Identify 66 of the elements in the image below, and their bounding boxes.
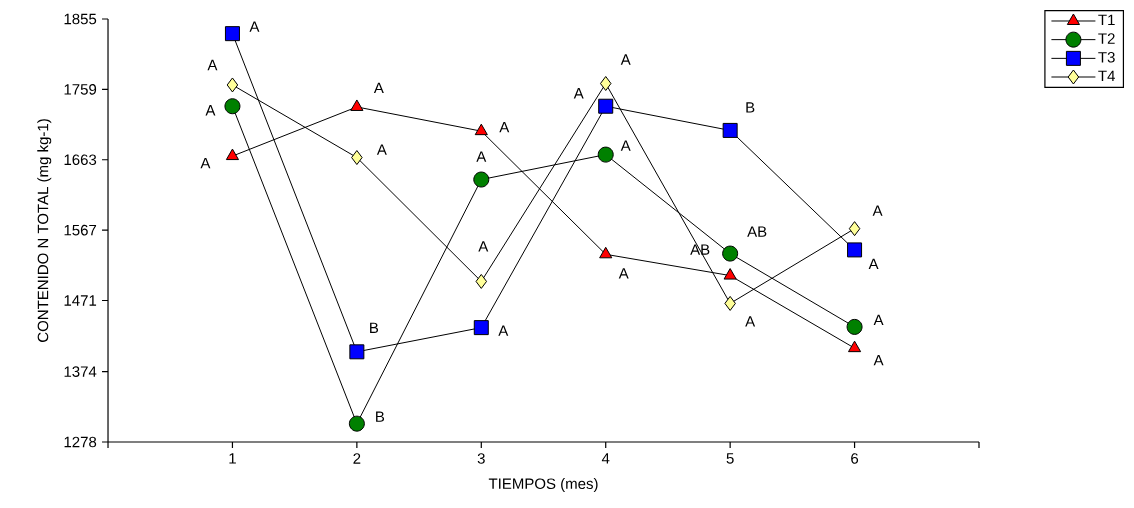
- annotation: A: [573, 88, 584, 99]
- x-tick-label: 4: [601, 453, 610, 464]
- point: [351, 150, 363, 166]
- legend-label: T4: [1098, 70, 1115, 82]
- point: [848, 221, 861, 237]
- y-tick-label: 1759: [64, 84, 97, 95]
- point: [724, 295, 736, 311]
- annotation: A: [200, 157, 211, 169]
- y-tick-label: 1374: [64, 366, 97, 377]
- legend-label: T1: [1098, 14, 1115, 26]
- x-tick-label: 3: [477, 453, 485, 464]
- annotation: AB: [747, 226, 767, 237]
- point: [224, 98, 241, 115]
- annotation: A: [205, 105, 216, 116]
- point: [599, 246, 613, 259]
- point: [847, 242, 863, 258]
- annotation: B: [376, 411, 385, 422]
- annotation: A: [498, 325, 509, 336]
- annotation: A: [868, 258, 879, 270]
- x-tick-label: 5: [726, 453, 734, 464]
- point: [475, 273, 488, 289]
- annotation: A: [745, 316, 756, 327]
- point: [722, 245, 739, 262]
- y-axis-title: CONTENIDO N TOTAL (mg kg-1): [37, 119, 52, 342]
- annotation: A: [207, 59, 218, 71]
- point: [846, 318, 863, 335]
- point: [225, 148, 239, 161]
- point: [224, 26, 240, 42]
- point: [723, 268, 737, 280]
- point: [473, 320, 489, 336]
- x-tick-label: 1: [229, 453, 236, 464]
- annotation: B: [370, 322, 379, 333]
- annotation: A: [376, 144, 387, 155]
- annotation: A: [618, 268, 629, 279]
- annotation: A: [499, 121, 510, 133]
- point: [473, 171, 490, 188]
- point: [226, 77, 239, 93]
- legend-label: T3: [1098, 52, 1115, 63]
- y-tick-label: 1471: [64, 295, 97, 306]
- point: [348, 415, 365, 432]
- point: [597, 146, 614, 163]
- point: [474, 123, 488, 136]
- annotation: A: [872, 205, 883, 216]
- point: [350, 99, 364, 111]
- y-tick-label: 1567: [64, 224, 97, 236]
- x-axis-title: TIEMPOS (mes): [488, 478, 598, 492]
- annotation: A: [476, 151, 487, 162]
- y-tick-label: 1663: [64, 154, 97, 166]
- annotation: A: [873, 314, 884, 326]
- annotation: A: [873, 354, 884, 366]
- point: [349, 344, 365, 360]
- annotation: A: [478, 241, 489, 252]
- point: [722, 122, 738, 138]
- x-tick-label: 6: [851, 453, 859, 464]
- x-tick-label: 2: [353, 453, 361, 464]
- annotation: A: [249, 21, 260, 32]
- legend-label: T2: [1098, 33, 1115, 44]
- annotation: B: [746, 102, 755, 113]
- annotation: A: [620, 140, 631, 151]
- point: [599, 76, 612, 91]
- y-tick-label: 1855: [64, 13, 97, 25]
- annotation: A: [373, 82, 384, 94]
- point: [848, 340, 862, 353]
- point: [598, 98, 614, 114]
- annotation: A: [620, 54, 631, 65]
- y-tick-label: 1278: [64, 436, 97, 448]
